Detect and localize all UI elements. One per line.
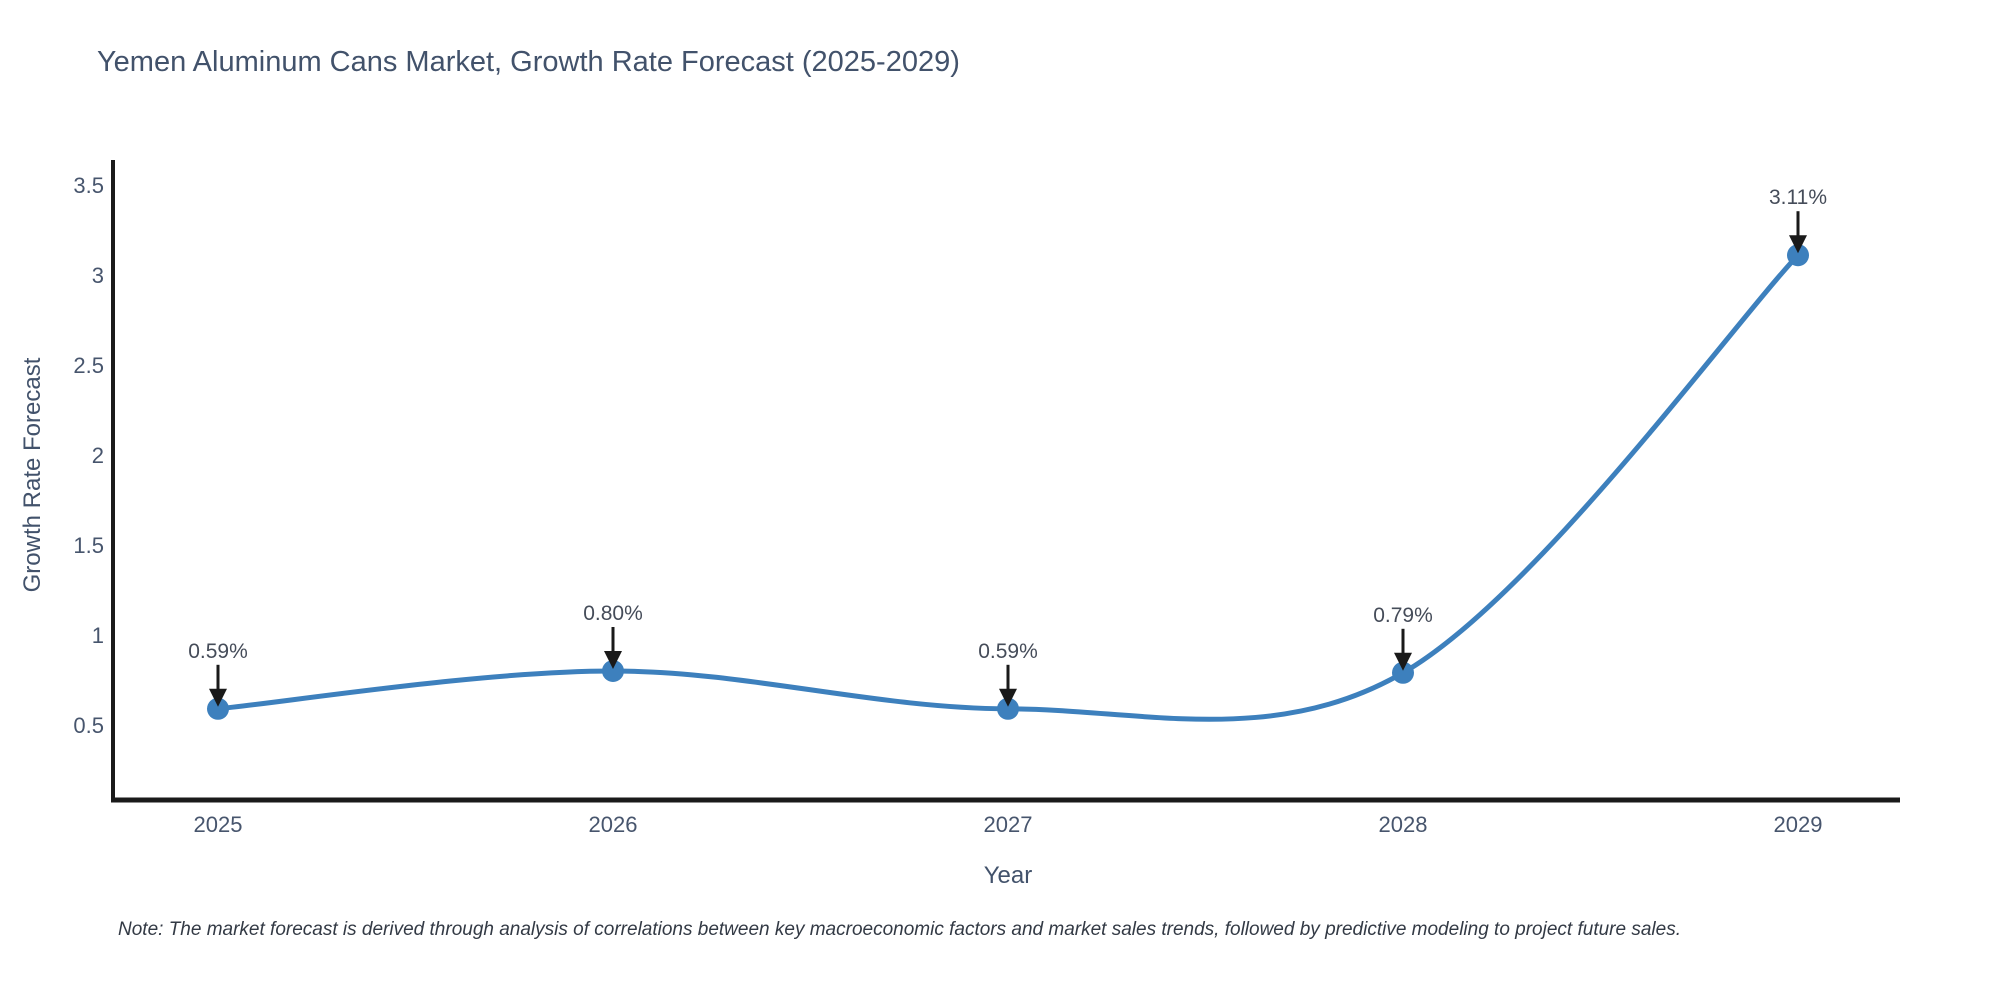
x-tick-label: 2028 (1379, 812, 1428, 837)
x-tick-label: 2026 (589, 812, 638, 837)
annotation-label: 0.59% (188, 640, 248, 663)
series-line (215, 252, 1801, 722)
y-tick-label: 0.5 (73, 713, 104, 738)
annotation-label: 0.79% (1373, 604, 1433, 627)
x-tick-label: 2027 (984, 812, 1033, 837)
y-tick-label: 1 (92, 623, 104, 648)
x-tick-label: 2025 (194, 812, 243, 837)
annotation-arrow-head (604, 651, 622, 669)
data-point-marker (207, 697, 229, 720)
data-point-marker (997, 697, 1019, 720)
y-axis-title: Growth Rate Forecast (19, 357, 46, 593)
annotation-label: 0.80% (583, 602, 643, 625)
x-tick-label: 2029 (1774, 812, 1823, 837)
annotation-arrow-head (1394, 652, 1412, 671)
x-axis-title: Year (983, 862, 1033, 889)
data-point-marker (1392, 661, 1414, 684)
annotation-label: 0.59% (978, 640, 1038, 663)
data-point-marker (602, 660, 624, 682)
y-tick-label: 3.5 (73, 173, 104, 198)
y-tick-label: 3 (92, 263, 104, 288)
annotation-arrow-head (209, 688, 227, 707)
annotation-arrow-head (999, 688, 1017, 707)
annotation-label: 3.11% (1769, 186, 1827, 209)
annotation-arrow-head (1789, 235, 1807, 254)
chart-note: Note: The market forecast is derived thr… (118, 919, 1681, 940)
chart-title: Yemen Aluminum Cans Market, Growth Rate … (97, 46, 960, 78)
y-tick-label: 2.5 (73, 353, 104, 378)
data-point-marker (1787, 244, 1809, 267)
y-tick-label: 1.5 (73, 533, 104, 558)
y-tick-label: 2 (92, 443, 104, 468)
